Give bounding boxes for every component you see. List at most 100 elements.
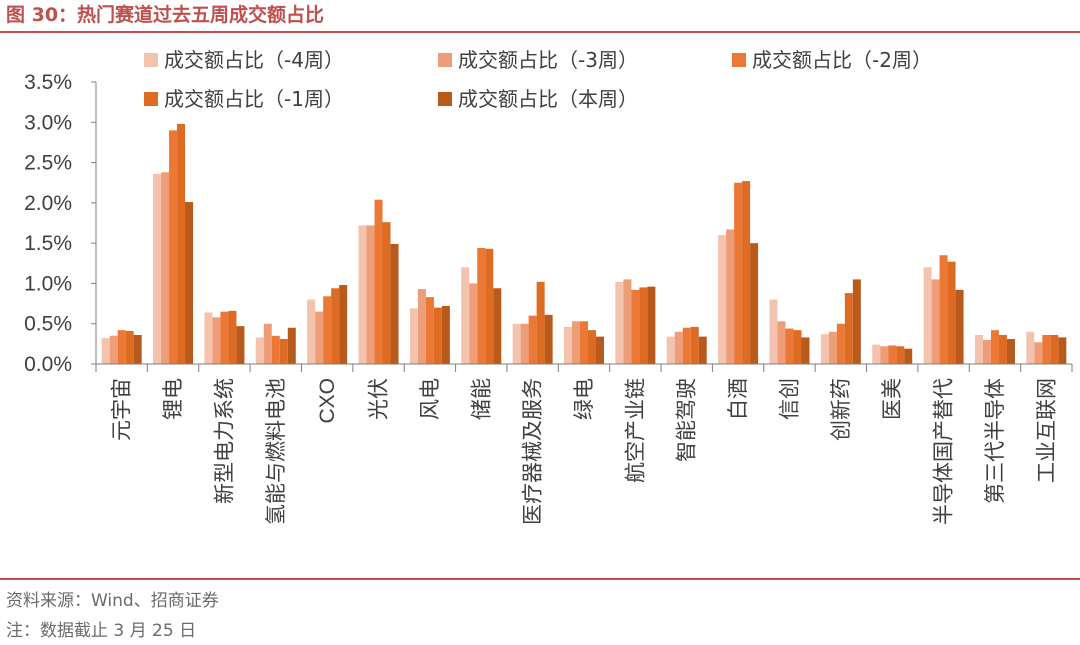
category-group	[564, 321, 604, 364]
legend-item: 成交额占比（-4周）	[144, 48, 344, 72]
category-group	[101, 330, 142, 364]
bar	[109, 335, 118, 364]
bar	[820, 334, 829, 364]
y-tick-label: 3.0%	[24, 111, 72, 134]
bar	[433, 307, 442, 364]
bar	[477, 247, 486, 364]
category-group	[974, 330, 1015, 364]
y-tick-label: 2.0%	[24, 192, 72, 215]
bar	[785, 328, 794, 364]
bar	[615, 281, 624, 364]
bar	[647, 286, 656, 364]
bar	[339, 285, 348, 364]
bar	[955, 289, 964, 364]
bar	[852, 279, 861, 364]
bar	[382, 222, 391, 364]
bar	[990, 330, 999, 364]
bar	[169, 130, 178, 364]
bar	[718, 235, 727, 364]
bar	[1042, 334, 1051, 364]
category-group	[666, 326, 707, 364]
y-tick-label: 0.0%	[24, 353, 72, 376]
bar	[836, 323, 845, 364]
legend-item: 成交额占比（-1周）	[144, 87, 344, 111]
bar	[485, 248, 494, 364]
category-group	[461, 247, 502, 364]
bar	[872, 344, 881, 364]
x-tick-label: 创新药	[829, 378, 853, 441]
bar	[844, 293, 853, 364]
y-tick-label: 1.0%	[24, 272, 72, 295]
bar	[409, 308, 418, 364]
legend-swatch	[144, 92, 158, 106]
bar	[572, 321, 580, 364]
bar	[769, 299, 778, 364]
chart-legend: 成交额占比（-4周） 成交额占比（-3周） 成交额占比（-2周） 成交额占比（-1周）…	[144, 48, 932, 111]
bar	[185, 202, 194, 364]
bar	[117, 330, 126, 364]
bar	[1034, 342, 1043, 364]
bar	[904, 348, 913, 364]
bar	[390, 243, 399, 364]
bar	[101, 338, 110, 364]
x-tick-label: 储能	[469, 378, 493, 420]
category-group	[923, 255, 964, 364]
x-tick-label: 氢能与燃料电池	[264, 378, 288, 525]
x-tick-label: 工业互联网	[1034, 378, 1058, 483]
bar	[323, 296, 332, 364]
bar	[366, 225, 375, 364]
bar	[271, 335, 280, 364]
legend-item: 成交额占比（本周）	[438, 87, 638, 111]
bar	[220, 311, 229, 364]
bar	[469, 283, 478, 364]
bar	[212, 317, 221, 364]
bar	[417, 289, 426, 364]
x-tick-label: 风电	[418, 378, 442, 420]
bar	[425, 297, 434, 364]
x-tick-label: 医美	[880, 378, 904, 420]
data-date-note: 注：数据截止 3 月 25 日	[6, 621, 197, 641]
bar	[331, 288, 340, 364]
x-tick-label: 锂电	[161, 378, 185, 420]
bar	[512, 323, 521, 364]
bar	[974, 334, 983, 364]
legend-label: 成交额占比（本周）	[458, 87, 638, 111]
bar	[777, 321, 786, 364]
category-group	[307, 285, 348, 364]
bar	[734, 182, 743, 364]
legend-swatch	[438, 92, 452, 106]
category-group	[769, 299, 810, 364]
y-tick-label: 2.5%	[24, 152, 72, 175]
legend-label: 成交额占比（-4周）	[164, 48, 344, 72]
bar	[263, 323, 272, 364]
bar	[161, 172, 170, 364]
bar	[623, 279, 632, 364]
bar	[793, 330, 802, 364]
category-group	[615, 279, 656, 364]
legend-swatch	[732, 53, 746, 67]
bar	[125, 330, 134, 364]
bar	[828, 331, 837, 364]
bar	[564, 326, 572, 364]
bar	[947, 261, 956, 364]
x-tick-label: 绿电	[572, 378, 596, 420]
bar	[801, 337, 810, 364]
bar	[1050, 334, 1059, 364]
bar	[690, 326, 699, 364]
source-note: 资料来源：Wind、招商证券	[6, 591, 219, 611]
bar	[631, 289, 640, 364]
category-group	[358, 199, 399, 364]
category-group	[512, 281, 553, 364]
bar	[596, 336, 604, 364]
x-tick-label: 元宇宙	[110, 378, 134, 441]
category-group	[718, 181, 759, 364]
x-axis: 元宇宙 锂电 新型电力系统 氢能与燃料电池 CXO 光伏 风电 储能 医疗器械及服务 绿电 航空产业…	[95, 363, 1073, 525]
title-divider	[0, 31, 1080, 33]
legend-item: 成交额占比（-3周）	[438, 48, 638, 72]
bar-chart: 成交额占比（-4周） 成交额占比（-3周） 成交额占比（-2周） 成交额占比（-1周）…	[24, 48, 1073, 525]
bar	[931, 279, 940, 364]
bar	[255, 337, 264, 364]
x-tick-label: 信创	[777, 378, 801, 420]
bar	[998, 334, 1007, 364]
legend-label: 成交额占比（-2周）	[752, 48, 932, 72]
